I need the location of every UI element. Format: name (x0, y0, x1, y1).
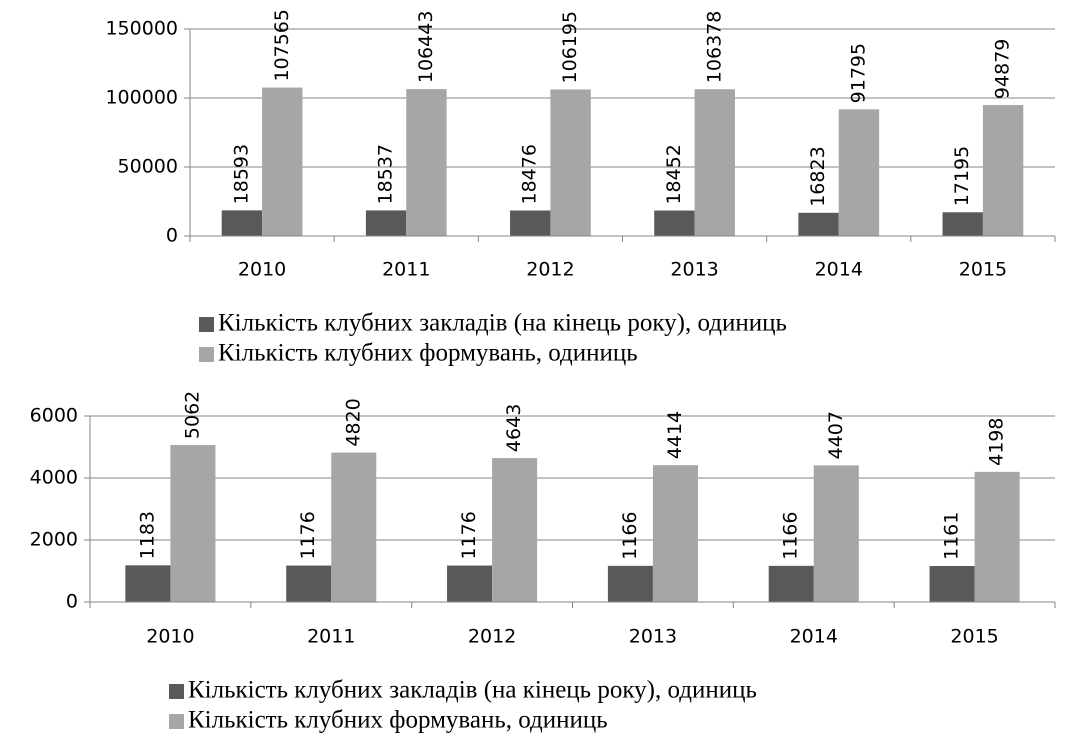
x-tick-label: 2012 (468, 626, 516, 648)
bar (550, 89, 591, 236)
data-label: 18452 (663, 144, 685, 204)
data-label: 4820 (342, 398, 364, 446)
x-tick-label: 2011 (382, 259, 430, 281)
data-label: 1166 (619, 511, 641, 559)
data-label: 1161 (941, 512, 963, 560)
y-tick-label: 100000 (105, 87, 178, 109)
bar (652, 465, 698, 602)
data-label: 1166 (780, 511, 802, 559)
bar (125, 565, 171, 602)
legend-swatch (199, 317, 214, 332)
bar (492, 458, 538, 602)
bar (510, 210, 551, 236)
data-label: 4198 (986, 418, 1008, 466)
data-label: 1176 (458, 511, 480, 559)
y-tick-label: 0 (66, 591, 78, 613)
legend-swatch (199, 347, 214, 362)
data-label: 17195 (951, 146, 973, 206)
data-label: 4407 (825, 411, 847, 459)
bar (798, 212, 839, 236)
x-tick-label: 2014 (790, 626, 838, 648)
bar (942, 212, 983, 236)
y-tick-label: 4000 (30, 467, 78, 489)
x-tick-label: 2010 (146, 626, 194, 648)
data-label: 1183 (136, 511, 158, 559)
bar (262, 87, 303, 236)
legend-label: Кількість клубних формувань, одиниць (188, 707, 608, 734)
bar (929, 566, 975, 602)
y-tick-label: 150000 (105, 18, 178, 40)
bar (768, 565, 814, 602)
x-tick-label: 2014 (815, 259, 863, 281)
x-tick-label: 2015 (950, 626, 998, 648)
legend-swatch (169, 684, 184, 699)
x-tick-label: 2012 (526, 259, 574, 281)
bar (365, 210, 407, 236)
y-tick-label: 50000 (118, 156, 178, 178)
data-label: 107565 (271, 9, 293, 82)
bar (982, 105, 1024, 236)
bar (694, 89, 735, 236)
x-tick-label: 2013 (670, 259, 718, 281)
data-label: 106195 (559, 11, 581, 84)
y-tick-label: 6000 (30, 405, 78, 427)
bar (286, 565, 332, 602)
y-tick-label: 2000 (30, 529, 78, 551)
data-label: 106443 (415, 11, 437, 84)
data-label: 4643 (503, 404, 525, 452)
data-label: 94879 (992, 39, 1014, 99)
data-label: 18476 (519, 144, 541, 204)
legend-label: Кількість клубних закладів (на кінець ро… (218, 310, 787, 337)
bar (331, 452, 377, 602)
bar (813, 465, 859, 602)
legend-label: Кількість клубних формувань, одиниць (218, 340, 638, 367)
bar (406, 89, 447, 236)
x-tick-label: 2013 (629, 626, 677, 648)
data-label: 1176 (297, 511, 319, 559)
legend-label: Кількість клубних закладів (на кінець ро… (188, 677, 757, 704)
bar (170, 445, 216, 602)
y-tick-label: 0 (166, 225, 178, 247)
data-label: 5062 (181, 391, 203, 439)
bar (838, 109, 880, 236)
data-label: 16823 (807, 146, 829, 206)
bar (607, 565, 653, 602)
x-tick-label: 2011 (307, 626, 355, 648)
bar (221, 210, 263, 236)
x-tick-label: 2015 (959, 259, 1007, 281)
data-label: 106378 (703, 11, 725, 84)
bar (974, 471, 1020, 602)
data-label: 91795 (847, 43, 869, 103)
x-tick-label: 2010 (238, 259, 286, 281)
data-label: 18537 (375, 144, 397, 204)
legend-swatch (169, 714, 184, 729)
data-label: 4414 (664, 411, 686, 459)
bar (447, 565, 493, 602)
data-label: 18593 (230, 144, 252, 204)
bar (654, 210, 695, 236)
